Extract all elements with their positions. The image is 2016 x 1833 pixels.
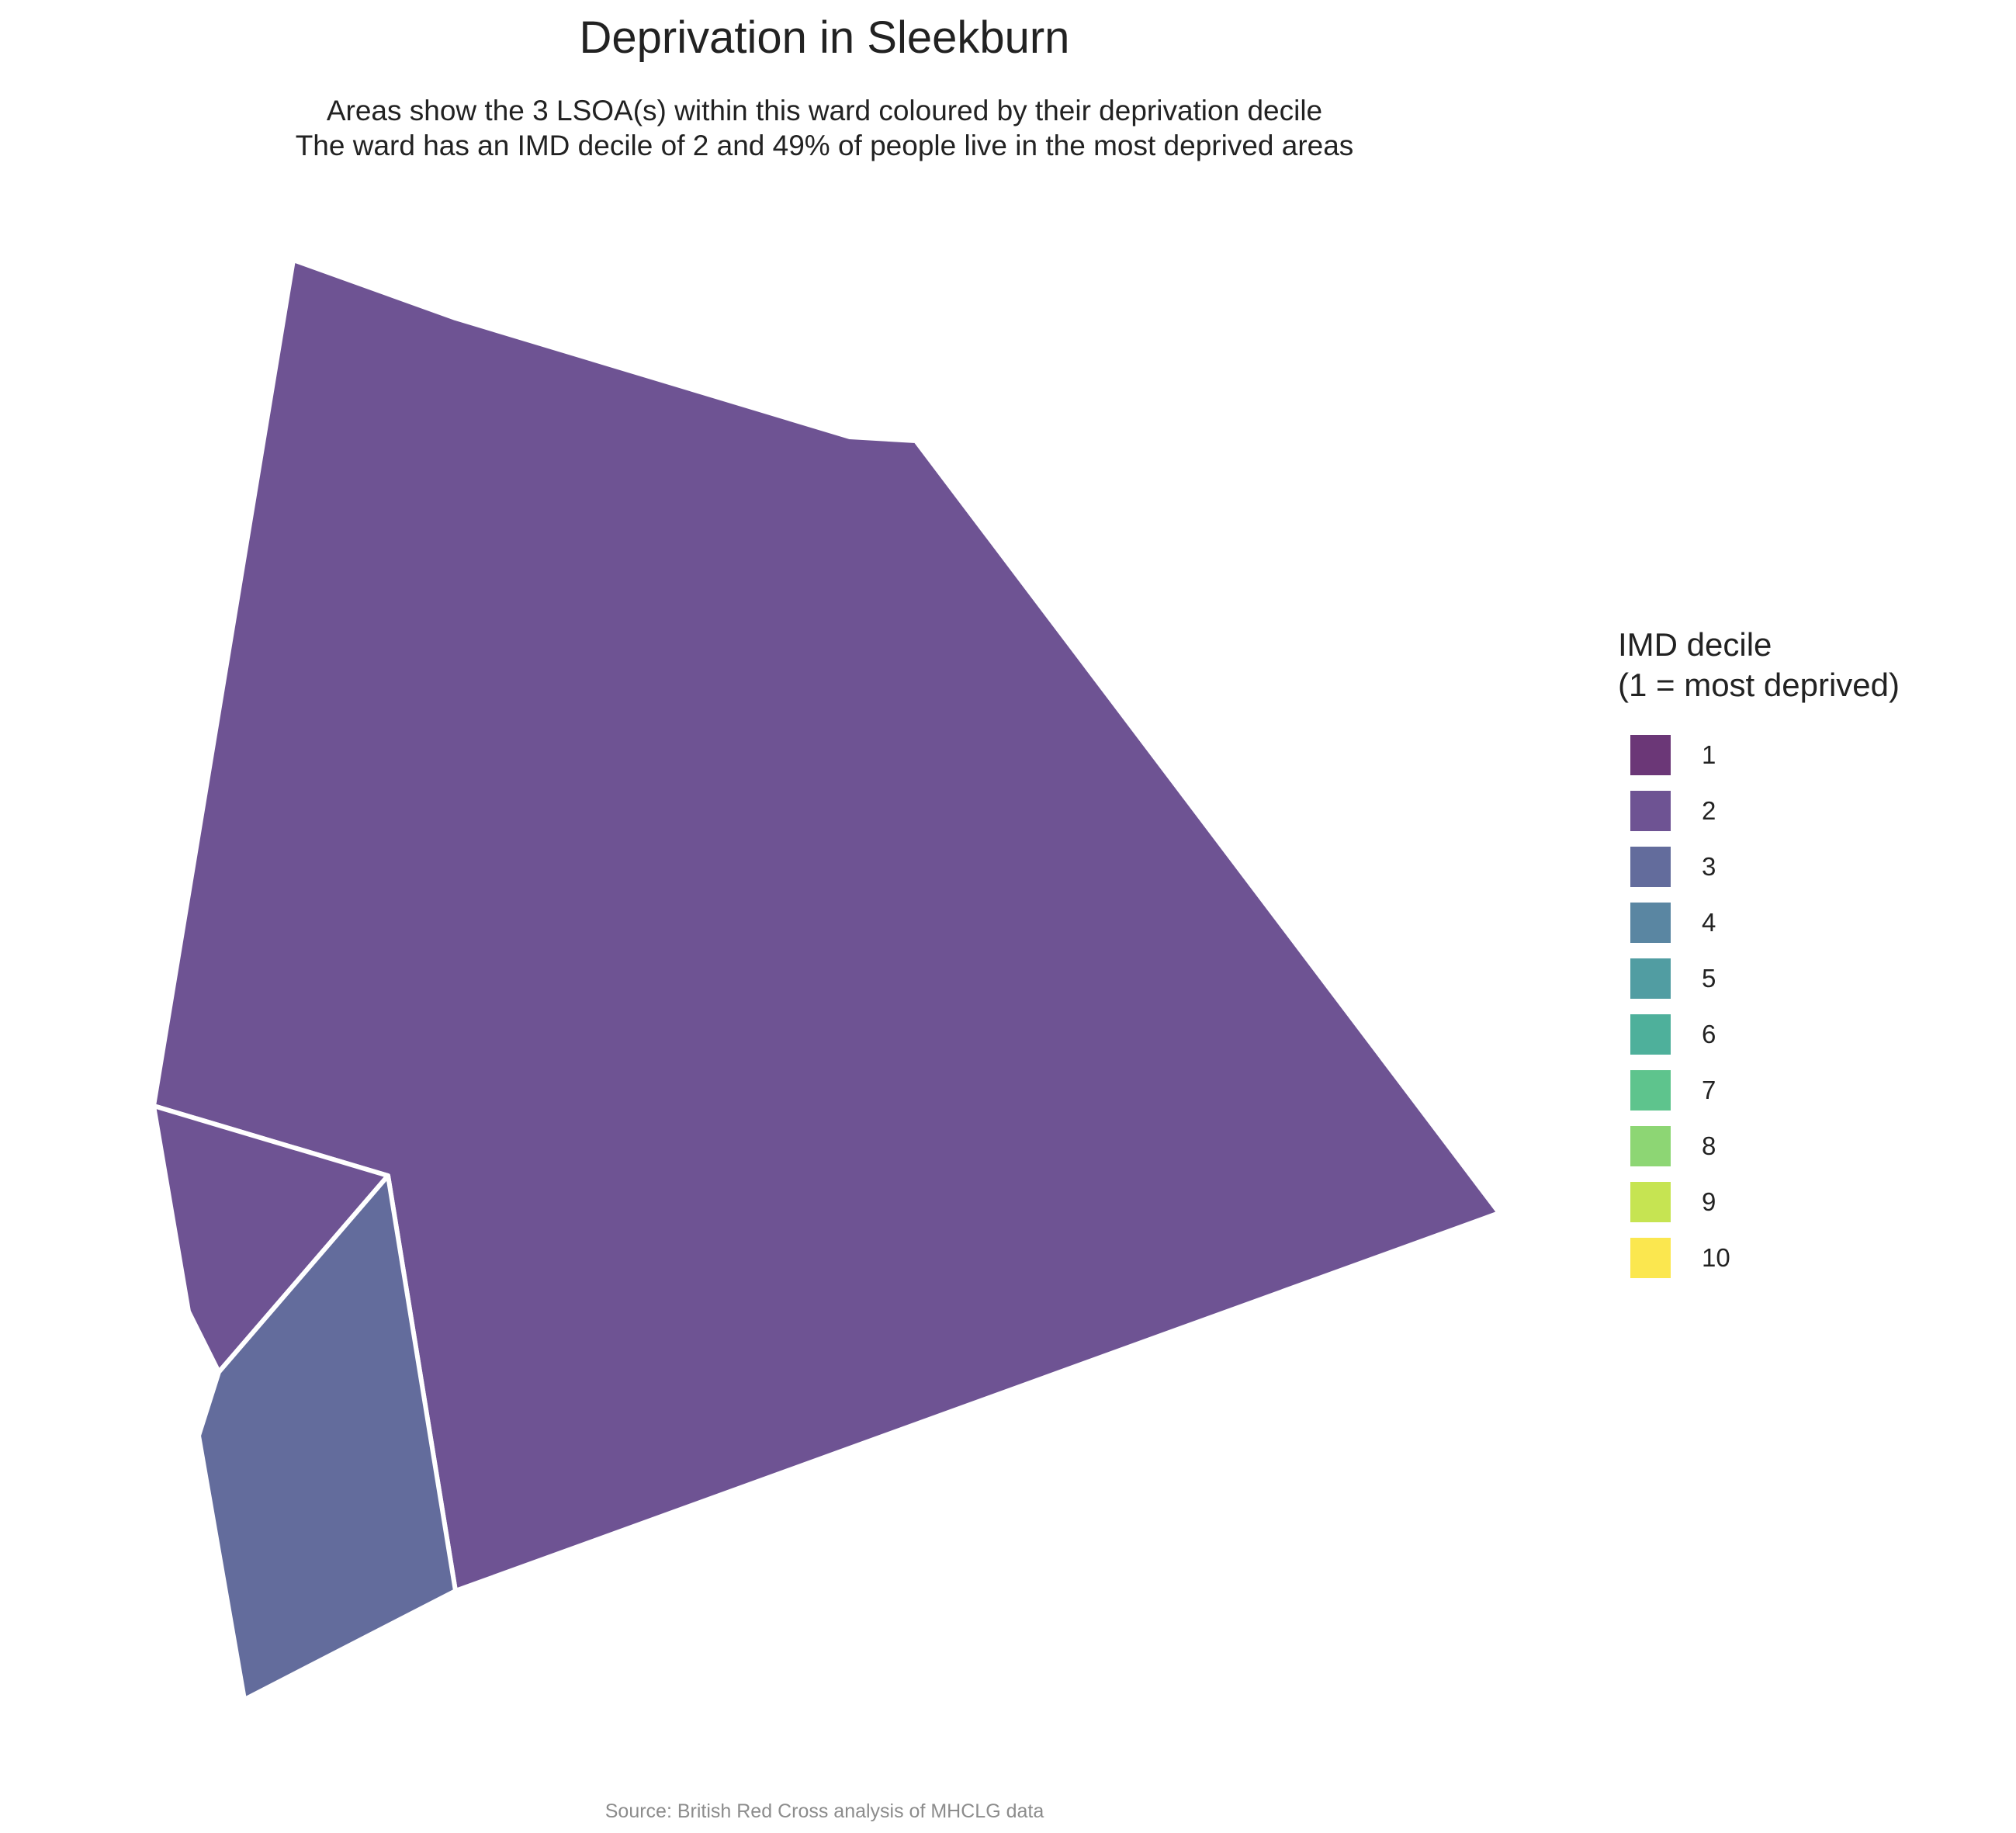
- legend-key-swatch: [1630, 1238, 1671, 1278]
- legend-item: 1: [1618, 727, 1990, 783]
- legend-label: 4: [1702, 908, 1716, 937]
- legend-key-swatch: [1630, 847, 1671, 887]
- legend-item: 7: [1618, 1062, 1990, 1118]
- legend-label: 6: [1702, 1020, 1716, 1048]
- legend-label: 9: [1702, 1187, 1716, 1216]
- legend-item: 5: [1618, 951, 1990, 1007]
- map-title: Deprivation in Sleekburn: [579, 12, 1070, 63]
- legend-key-swatch: [1630, 791, 1671, 831]
- legend-item: 9: [1618, 1174, 1990, 1230]
- legend-key-swatch: [1630, 1070, 1671, 1111]
- legend-label: 3: [1702, 852, 1716, 881]
- legend-key-swatch: [1630, 958, 1671, 999]
- map-subtitle: Areas show the 3 LSOA(s) within this war…: [0, 93, 1649, 163]
- legend-label: 2: [1702, 796, 1716, 825]
- legend-key-swatch: [1630, 1126, 1671, 1166]
- lsoa-area-south-west: [196, 1173, 458, 1702]
- subtitle-line-2: The ward has an IMD decile of 2 and 49% …: [295, 130, 1354, 161]
- legend-key-swatch: [1630, 1182, 1671, 1222]
- legend-items: 1 2 3 4 5 6 7 8 9 10: [1618, 727, 1990, 1286]
- legend-label: 8: [1702, 1131, 1716, 1160]
- legend-key-swatch: [1630, 903, 1671, 943]
- subtitle-line-1: Areas show the 3 LSOA(s) within this war…: [326, 95, 1323, 126]
- legend-title-line-1: IMD decile: [1618, 626, 1772, 663]
- legend-label: 10: [1702, 1243, 1730, 1272]
- legend-title-line-2: (1 = most deprived): [1618, 667, 1900, 703]
- legend-label: 7: [1702, 1076, 1716, 1104]
- legend-key-swatch: [1630, 1014, 1671, 1055]
- legend-item: 4: [1618, 895, 1990, 951]
- legend-label: 1: [1702, 740, 1716, 769]
- legend-item: 10: [1618, 1230, 1990, 1286]
- legend: IMD decile (1 = most deprived) 1 2 3 4 5 6 7 8 9…: [1618, 625, 1990, 1286]
- legend-key-swatch: [1630, 735, 1671, 775]
- legend-title: IMD decile (1 = most deprived): [1618, 625, 1990, 705]
- legend-item: 6: [1618, 1007, 1990, 1062]
- legend-item: 2: [1618, 783, 1990, 839]
- source-caption: Source: British Red Cross analysis of MH…: [604, 1800, 1044, 1822]
- legend-label: 5: [1702, 964, 1716, 993]
- legend-item: 8: [1618, 1118, 1990, 1174]
- legend-item: 3: [1618, 839, 1990, 895]
